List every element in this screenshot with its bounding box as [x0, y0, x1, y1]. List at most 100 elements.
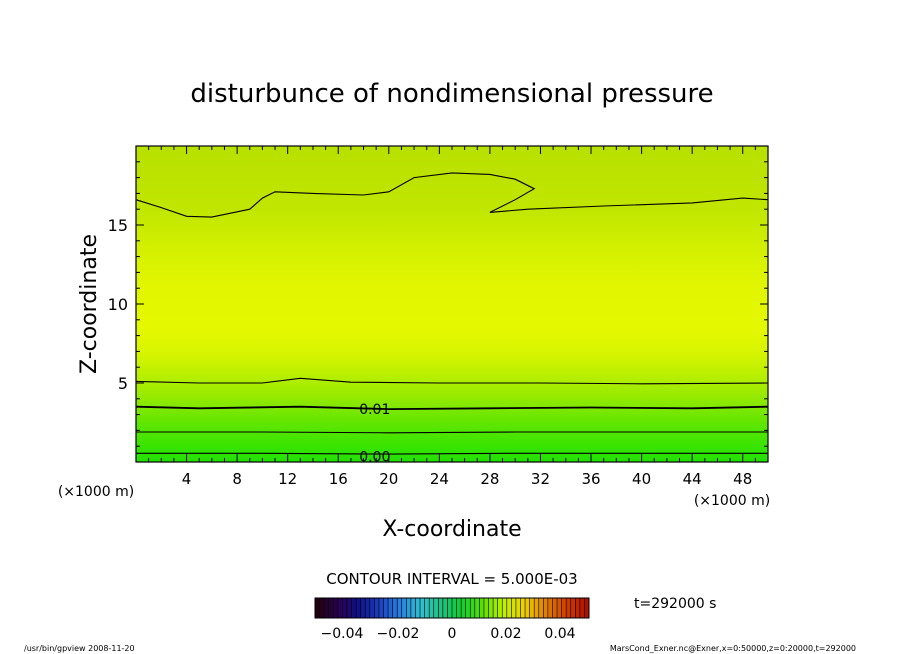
- colorbar-cell: [534, 598, 540, 618]
- colorbar-cell: [515, 598, 521, 618]
- colorbar-cell: [374, 598, 380, 618]
- contour-label: 0.01: [359, 402, 390, 418]
- x-tick-label: 4: [182, 470, 192, 488]
- colorbar-cell: [520, 598, 526, 618]
- contour-lines: [135, 172, 769, 455]
- x-tick-label: 40: [632, 470, 651, 488]
- colorbar-cell: [351, 598, 357, 618]
- colorbar-cell: [547, 598, 553, 618]
- y-axis-label: Z-coordinate: [77, 234, 102, 374]
- colorbar-cell: [470, 598, 476, 618]
- colorbar-tick-label: 0: [448, 626, 457, 642]
- colorbar-cell: [365, 598, 371, 618]
- colorbar-cell: [483, 598, 489, 618]
- colorbar-cell: [406, 598, 412, 618]
- colorbar-cell: [397, 598, 403, 618]
- colorbar-cell: [328, 598, 334, 618]
- colorbar-cell: [497, 598, 503, 618]
- colorbar-cell: [561, 598, 567, 618]
- colorbar-cell: [420, 598, 425, 618]
- colorbar-cell: [538, 598, 544, 618]
- colorbar-cell: [392, 598, 398, 618]
- colorbar-cell: [566, 598, 572, 618]
- y-tick-label: 10: [108, 295, 128, 314]
- y-tick-label: 5: [118, 374, 128, 393]
- colorbar-cell: [461, 598, 466, 618]
- x-tick-label: 8: [232, 470, 242, 488]
- colorbar-cell: [424, 598, 430, 618]
- x-tick-label: 48: [733, 470, 752, 488]
- x-tick-label: 28: [480, 470, 499, 488]
- colorbar-cell: [543, 598, 549, 618]
- x-tick-label: 32: [531, 470, 550, 488]
- contour-line: [136, 431, 768, 434]
- colorbar-cell: [342, 598, 348, 618]
- contour-line: [135, 172, 769, 218]
- colorbar-tick-label: −0.04: [321, 626, 364, 642]
- x-tick-label: 24: [430, 470, 449, 488]
- colorbar-tick-label: 0.04: [544, 626, 575, 642]
- contour-line: [135, 377, 769, 385]
- y-axis-ticks: 5 10 15: [108, 145, 768, 463]
- footer-left: /usr/bin/gpview 2008-11-20: [24, 644, 135, 653]
- x-unit-right: (×1000 m): [694, 493, 770, 509]
- colorbar-cell: [493, 598, 498, 618]
- heatmap-field: [136, 146, 768, 462]
- colorbar-cell: [447, 598, 453, 618]
- x-unit-left: (×1000 m): [58, 484, 134, 500]
- colorbar-cell: [529, 598, 535, 618]
- colorbar-cell: [479, 598, 485, 618]
- colorbar-frame: [314, 597, 590, 619]
- colorbar-cell: [579, 598, 585, 618]
- colorbar-cell: [429, 598, 435, 618]
- chart-title: disturbunce of nondimensional pressure: [190, 79, 713, 109]
- colorbar-cell: [415, 598, 421, 618]
- colorbar-cell: [584, 598, 590, 618]
- colorbar-cell: [360, 598, 366, 618]
- colorbar-cell: [502, 598, 508, 618]
- colorbar-cell: [346, 598, 352, 618]
- colorbar-cell: [506, 598, 512, 618]
- colorbar-cell: [575, 598, 581, 618]
- x-tick-label: 12: [278, 470, 297, 488]
- colorbar-cell: [452, 598, 457, 618]
- colorbar-cell: [315, 598, 320, 618]
- contour-line: [135, 405, 769, 411]
- time-label: t=292000 s: [634, 596, 716, 612]
- x-tick-label: 20: [379, 470, 398, 488]
- colorbar-cell: [433, 598, 439, 618]
- colorbar-cell: [465, 598, 471, 618]
- colorbar-cell: [388, 598, 393, 618]
- colorbar: [314, 597, 590, 619]
- colorbar-cell: [456, 598, 462, 618]
- colorbar-tick-label: 0.02: [490, 626, 521, 642]
- y-tick-label: 15: [108, 216, 128, 235]
- x-tick-label: 16: [329, 470, 348, 488]
- colorbar-cell: [356, 598, 361, 618]
- contour-line: [136, 452, 768, 455]
- colorbar-cell: [401, 598, 407, 618]
- colorbar-cell: [333, 598, 339, 618]
- colorbar-cell: [442, 598, 448, 618]
- contour-label: 0.00: [359, 449, 390, 465]
- colorbar-cell: [511, 598, 517, 618]
- colorbar-cell: [570, 598, 576, 618]
- colorbar-cell: [474, 598, 480, 618]
- colorbar-cell: [337, 598, 343, 618]
- x-axis-ticks: 4 8 12 16 20 24 28 32 36 40 44 48: [135, 146, 769, 488]
- colorbar-tick-label: −0.02: [377, 626, 420, 642]
- colorbar-cell: [324, 598, 329, 618]
- contour-interval: CONTOUR INTERVAL = 5.000E-03: [326, 570, 577, 588]
- colorbar-cell: [383, 598, 389, 618]
- colorbar-tick-labels: −0.04 −0.02 0 0.02 0.04: [321, 626, 576, 642]
- colorbar-cell: [488, 598, 494, 618]
- colorbar-cell: [369, 598, 375, 618]
- x-axis-label: X-coordinate: [382, 517, 521, 542]
- colorbar-cell: [319, 598, 325, 618]
- colorbar-cell: [438, 598, 444, 618]
- colorbar-cell: [552, 598, 558, 618]
- x-tick-label: 36: [581, 470, 600, 488]
- colorbar-cell: [557, 598, 562, 618]
